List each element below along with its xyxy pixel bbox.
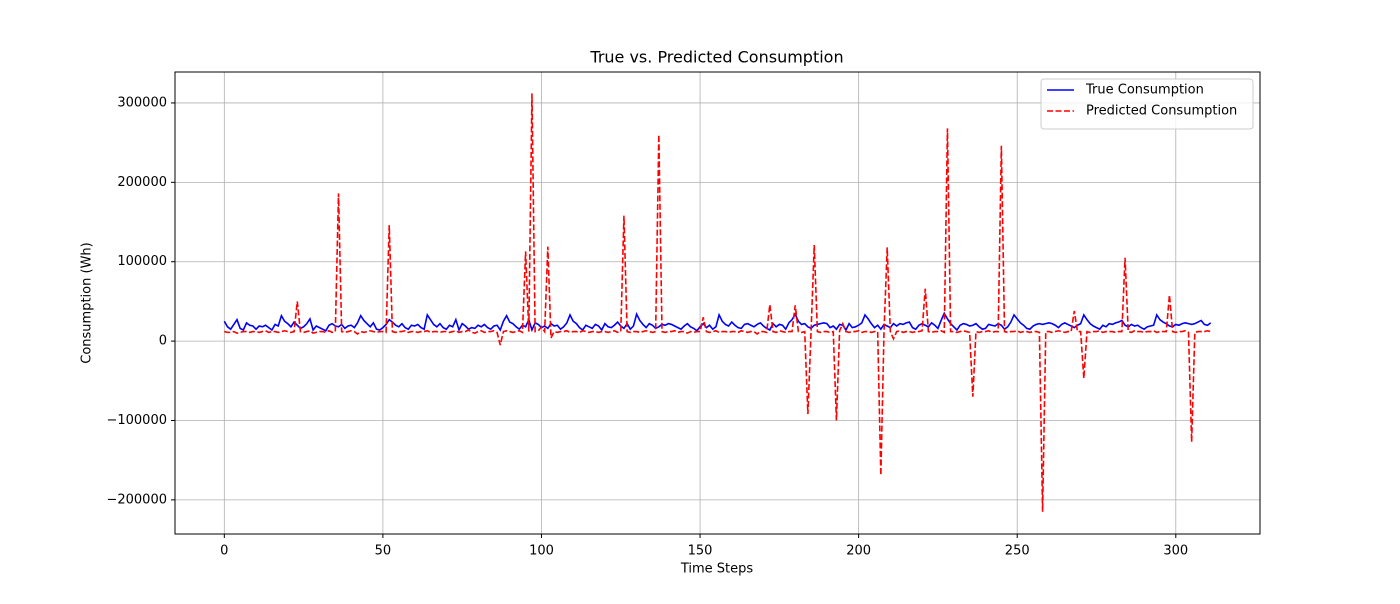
legend-label: Predicted Consumption [1086, 104, 1237, 119]
x-tick-label: 250 [1005, 544, 1030, 559]
x-tick-label: 0 [220, 544, 228, 559]
x-tick-label: 150 [688, 544, 713, 559]
data-line [224, 93, 1211, 512]
x-tick-label: 200 [846, 544, 871, 559]
legend-box [1040, 78, 1254, 130]
y-tick-label: 300000 [117, 95, 167, 110]
x-tick-label: 50 [375, 544, 392, 559]
y-axis-label: Consumption (Wh) [80, 242, 95, 363]
x-tick-label: 300 [1163, 544, 1188, 559]
y-tick-label: −200000 [106, 492, 167, 507]
data-line [223, 311, 1212, 333]
y-tick-label: 200000 [117, 175, 167, 190]
x-tick-label: 100 [529, 544, 554, 559]
y-tick-label: 100000 [117, 254, 167, 269]
x-axis-label: Time Steps [680, 562, 754, 577]
legend-label: True Consumption [1085, 83, 1204, 98]
chart-title: True vs. Predicted Consumption [589, 48, 843, 67]
y-tick-label: −100000 [106, 413, 167, 428]
plot-frame [174, 71, 1261, 535]
legend: True Consumption Predicted Consumption [1040, 78, 1254, 130]
y-tick-label: 0 [159, 334, 167, 349]
